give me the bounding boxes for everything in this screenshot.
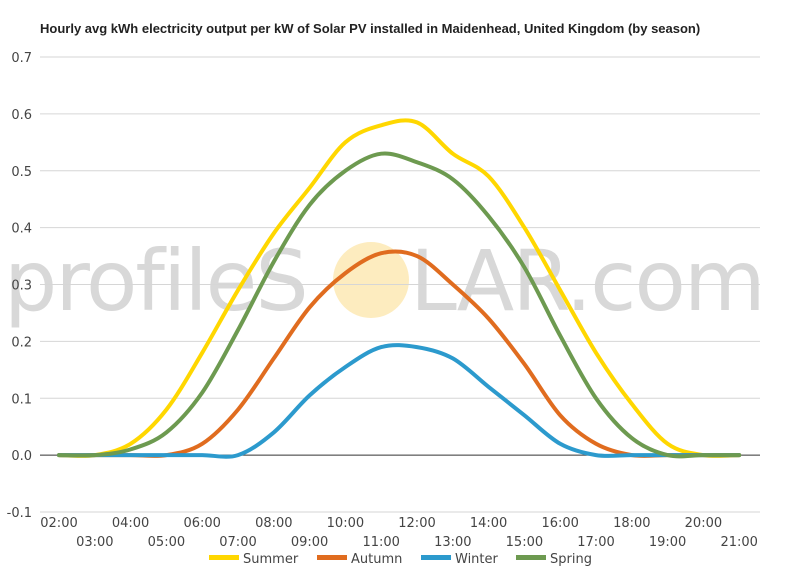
x-tick-label: 17:00	[577, 535, 614, 550]
x-tick-label: 15:00	[506, 535, 543, 550]
series-line-winter	[57, 343, 742, 459]
y-axis-ticks: -0.1 0.0 0.1 0.2 0.3 0.4 0.5 0.6 0.7	[7, 51, 32, 521]
y-tick-label: 0.6	[11, 108, 32, 123]
legend-label-winter: Winter	[455, 552, 499, 567]
x-tick-label: 18:00	[613, 516, 650, 531]
x-tick-label: 21:00	[720, 535, 757, 550]
y-tick-label: 0.5	[11, 165, 32, 180]
x-tick-label: 16:00	[541, 516, 578, 531]
x-tick-label: 09:00	[291, 535, 328, 550]
legend-swatch-winter	[421, 555, 451, 560]
y-tick-label: 0.4	[11, 222, 32, 237]
y-tick-label: 0.3	[11, 279, 32, 294]
series-lines	[57, 118, 742, 459]
legend: Summer Autumn Winter Spring	[209, 552, 592, 567]
watermark: profileS LAR.com	[4, 232, 766, 330]
legend-swatch-spring	[516, 555, 546, 560]
x-tick-label: 05:00	[148, 535, 185, 550]
x-tick-label: 11:00	[362, 535, 399, 550]
x-axis-ticks: 02:00 03:00 04:00 05:00 06:00 07:00 08:00 09:00…	[40, 516, 758, 550]
x-tick-label: 02:00	[40, 516, 77, 531]
x-tick-label: 12:00	[398, 516, 435, 531]
y-tick-label: 0.7	[11, 51, 32, 66]
y-tick-label: 0.0	[11, 449, 32, 464]
watermark-text-after: LAR.com	[410, 232, 764, 330]
gridlines	[40, 56, 760, 513]
x-tick-label: 14:00	[470, 516, 507, 531]
legend-label-autumn: Autumn	[351, 552, 402, 567]
y-tick-label: 0.1	[11, 392, 32, 407]
chart-title: Hourly avg kWh electricity output per kW…	[40, 21, 700, 36]
legend-label-summer: Summer	[243, 552, 299, 567]
watermark-sun-icon	[333, 242, 409, 318]
x-tick-label: 07:00	[219, 535, 256, 550]
x-tick-label: 10:00	[327, 516, 364, 531]
legend-swatch-summer	[209, 555, 239, 560]
y-tick-label: -0.1	[7, 506, 32, 521]
series-line-spring	[57, 151, 742, 459]
x-tick-label: 20:00	[685, 516, 722, 531]
watermark-text-before: profileS	[4, 232, 307, 330]
legend-swatch-autumn	[317, 555, 347, 560]
x-tick-label: 08:00	[255, 516, 292, 531]
x-tick-label: 06:00	[183, 516, 220, 531]
x-tick-label: 03:00	[76, 535, 113, 550]
x-tick-label: 19:00	[649, 535, 686, 550]
legend-label-spring: Spring	[550, 552, 592, 567]
y-tick-label: 0.2	[11, 335, 32, 350]
x-tick-label: 13:00	[434, 535, 471, 550]
x-tick-label: 04:00	[112, 516, 149, 531]
series-line-summer	[57, 118, 742, 458]
